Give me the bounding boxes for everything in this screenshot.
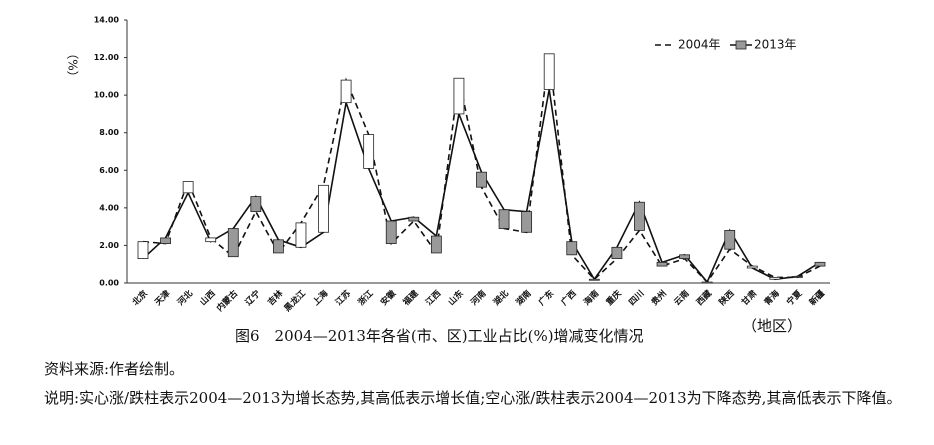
y-tick-label: 10.00 — [94, 91, 120, 100]
updown-bar — [182, 181, 194, 194]
x-tick-label: 广东 — [536, 288, 556, 308]
x-axis-label: （地区） — [742, 317, 803, 335]
updown-bar — [340, 79, 352, 104]
x-tick-label: 青海 — [762, 288, 782, 308]
x-tick-label: 浙江 — [356, 288, 376, 308]
x-tick-label: 辽宁 — [243, 288, 263, 308]
x-tick-label: 吉林 — [265, 288, 285, 308]
x-tick-label: 重庆 — [604, 288, 624, 308]
x-tick-label: 山西 — [198, 288, 218, 308]
x-tick-label: 内蒙古 — [214, 288, 240, 314]
updown-bar — [227, 228, 239, 258]
updown-bar — [250, 196, 262, 213]
x-tick-label: 宁夏 — [785, 288, 805, 308]
x-tick-label: 云南 — [672, 288, 692, 308]
updown-bar — [137, 241, 149, 259]
x-tick-label: 福建 — [400, 288, 421, 309]
updown-bar — [205, 237, 217, 243]
x-tick-label: 陕西 — [717, 288, 737, 308]
legend-label: 2004年 — [678, 38, 721, 52]
x-tick-label: 黑龙江 — [282, 288, 308, 314]
x-tick-label: 湖北 — [491, 288, 511, 308]
x-tick-label: 四川 — [627, 289, 646, 308]
chart: 0.00 2.00 4.00 6.00 8.00 10.00 12.00 14.00 （%） 北京… — [66, 16, 830, 314]
updown-bar — [724, 229, 736, 250]
x-tick-label: 新疆 — [807, 288, 827, 308]
updown-bar — [543, 53, 555, 90]
legend-box — [735, 40, 747, 50]
x-tick-label: 山东 — [446, 288, 466, 308]
updown-bar — [792, 276, 803, 278]
y-tick-label: 6.00 — [99, 166, 119, 175]
x-tick-label: 广西 — [559, 288, 579, 308]
y-tick-label: 0.00 — [99, 279, 119, 288]
y-axis-label: （%） — [66, 47, 80, 82]
updown-bar — [746, 265, 758, 269]
x-tick-label: 甘肃 — [739, 288, 759, 308]
updown-bar — [453, 77, 465, 115]
source: 资料来源:作者绘制。 — [44, 360, 185, 378]
x-tick-label: 江苏 — [333, 288, 353, 308]
updown-bar — [295, 222, 307, 248]
x-tick-label: 天津 — [153, 288, 173, 308]
updown-bar — [476, 171, 487, 188]
x-tick-label: 湖南 — [514, 288, 534, 308]
y-tick-label: 14.00 — [94, 16, 120, 25]
updown-bar — [160, 237, 171, 244]
caption: 图6 2004—2013年各省(市、区)工业占比(%)增减变化情况 — [235, 327, 644, 345]
updown-bar — [498, 209, 510, 229]
x-tick-label: 河北 — [175, 288, 195, 308]
updown-bar — [385, 220, 397, 244]
x-tick-label: 西藏 — [694, 288, 714, 308]
updown-bar — [272, 239, 284, 254]
updown-bar — [611, 246, 623, 259]
x-tick-label: 江西 — [423, 288, 443, 308]
updown-bar — [701, 281, 713, 284]
x-tick-label: 海南 — [581, 288, 601, 308]
updown-bar — [363, 134, 375, 169]
updown-bar — [679, 254, 690, 259]
updown-bar — [566, 241, 578, 256]
y-tick-label: 2.00 — [99, 241, 119, 250]
updown-bar — [769, 276, 781, 280]
updown-bar — [521, 211, 533, 233]
updown-bar — [408, 216, 420, 222]
legend-label: 2013年 — [754, 38, 797, 52]
updown-bar — [318, 184, 329, 233]
note: 说明:实心涨/跌柱表示2004—2013为增长态势,其高低表示增长值;空心涨/跌… — [44, 389, 902, 407]
y-tick-label: 8.00 — [99, 128, 119, 137]
updown-bar — [656, 261, 668, 267]
updown-bar — [430, 235, 442, 254]
updown-bar — [588, 278, 600, 281]
updown-bar — [814, 261, 826, 267]
x-tick-label: 安徽 — [378, 288, 398, 308]
updown-bar — [634, 201, 645, 231]
x-tick-label: 贵州 — [649, 288, 669, 308]
y-tick-label: 12.00 — [94, 53, 120, 62]
x-tick-label: 河南 — [469, 288, 489, 308]
x-tick-label: 上海 — [311, 288, 331, 308]
x-tick-label: 北京 — [130, 288, 150, 308]
y-tick-label: 4.00 — [99, 203, 119, 212]
line-0 — [142, 53, 821, 284]
